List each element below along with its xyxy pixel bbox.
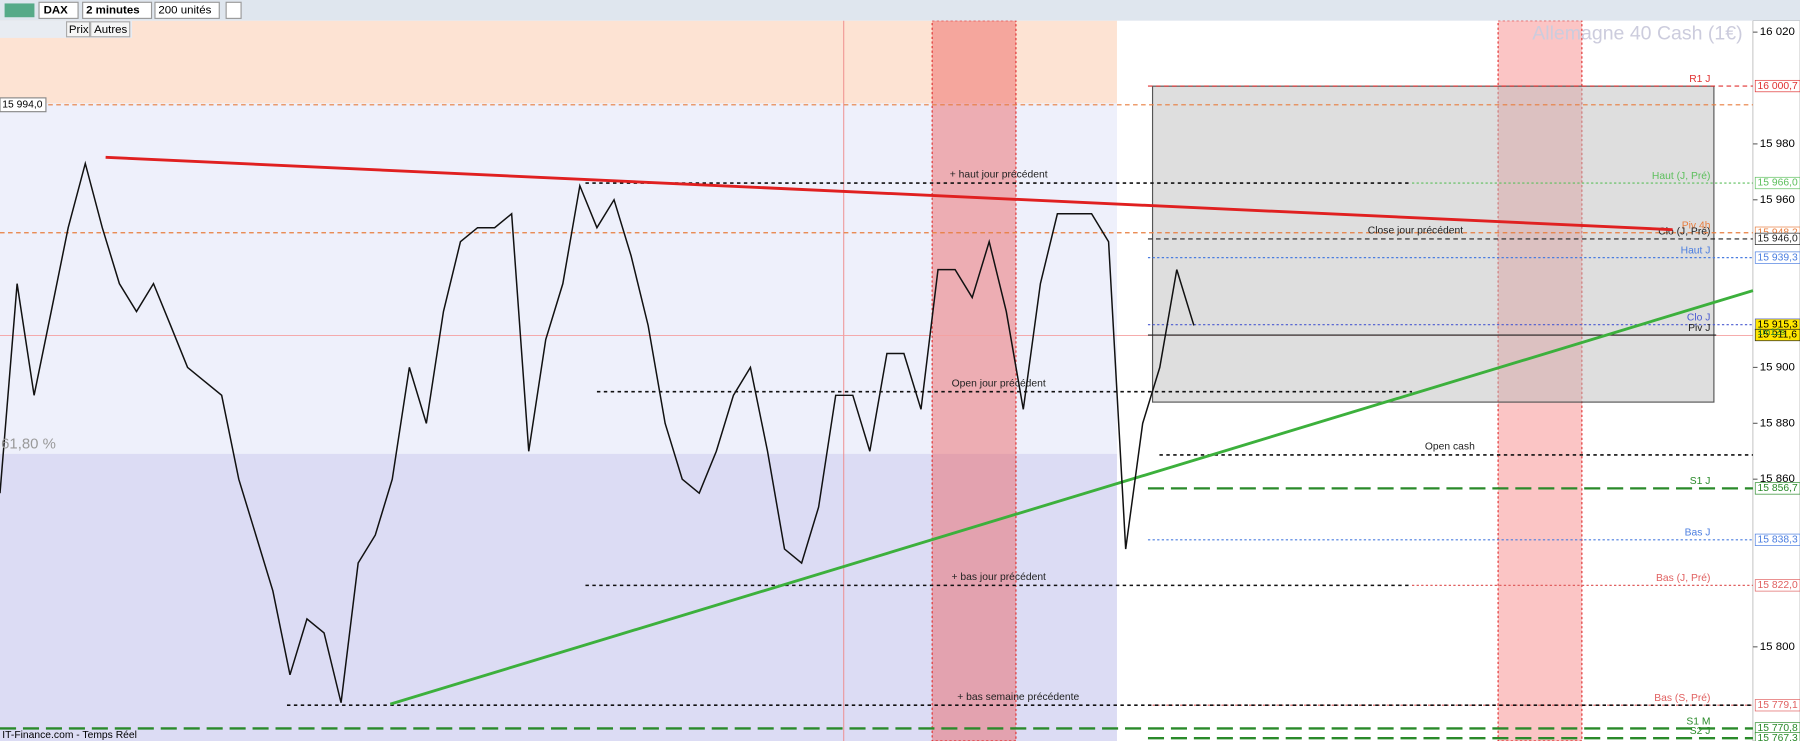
annotation: + bas jour précédent [952,572,1047,583]
level-label: Bas (S, Pré) [1654,693,1710,704]
y-tick-label: 15 800 [1760,641,1795,653]
annotation: + haut jour précédent [950,170,1048,181]
price-box [1754,79,1800,93]
cursor-label: 15 994,0 [2,100,42,111]
level-label: S1 M [1686,716,1710,727]
y-tick-label: 15 980 [1760,138,1795,150]
price-box [1754,533,1800,546]
price-box-label: 15 770,8 [1758,723,1798,734]
price-box [1754,251,1800,264]
annotation: Close jour précédent [1368,226,1463,237]
timer: 1m12s [1758,327,1786,337]
annotation: Open jour précédent [952,378,1046,389]
zone-top [0,20,1117,104]
y-tick-label: 15 860 [1760,473,1795,485]
price-box-label: 15 767,3 [1758,733,1798,741]
interval: 2 minutes [86,4,140,16]
chart-title: Allemagne 40 Cash (1€) [1532,23,1742,45]
level-label: S2 J [1690,726,1711,737]
cursor-box [0,97,47,113]
trendline [389,289,1754,706]
range-box [1151,85,1715,403]
y-axis [1752,20,1800,741]
price-box [1754,579,1800,592]
y-tick-label: 15 900 [1760,361,1795,373]
button[interactable] [90,21,131,38]
level-label: Clo J [1687,313,1711,324]
interval-select[interactable] [82,1,153,19]
button-label: Autres [94,24,127,36]
toolbar [0,0,1800,21]
units: 200 unités [158,4,211,16]
footer: IT-Finance.com - Temps Réel [2,730,137,741]
level-label: Piv J [1688,323,1710,334]
price-box-label: 15 822,0 [1758,580,1798,591]
info-button[interactable] [225,1,242,19]
level-label: Haut (J, Pré) [1652,171,1711,182]
price-box [1754,176,1800,190]
price-box [1754,732,1800,741]
level-label: Piv 4h [1682,221,1711,232]
fib-label: 61,80 % [1,436,56,453]
price-box-label: 15 911,6 [1758,330,1798,341]
price-box-label: 15 946,0 [1758,234,1798,245]
price-box [1754,482,1800,495]
price-box [1754,232,1800,245]
annotation: Open cash [1425,442,1475,453]
zone-fib [0,453,1117,741]
session-zone [931,20,1017,741]
price-box-label: 15 779,1 [1758,700,1798,711]
annotation: + bas semaine précédente [957,692,1079,703]
price-box [1754,328,1800,342]
level-label: Bas J [1685,528,1711,539]
level-label: R1 J [1689,74,1710,85]
y-tick-label: 15 960 [1760,194,1795,206]
y-tick-label: 16 020 [1760,26,1795,38]
y-tick-label: 15 880 [1760,417,1795,429]
symbol: DAX [44,4,69,16]
price-box-label: 15 966,0 [1758,178,1798,189]
level-label: S1 J [1690,476,1711,487]
price-box-label: 15 939,3 [1758,252,1798,263]
toolbar-icon[interactable] [4,3,35,18]
price-box-label: 16 000,7 [1758,81,1798,92]
price-line [0,160,1195,703]
trendline [105,155,1673,232]
price-box-label: 15 856,7 [1758,483,1798,494]
button-label: Prix [69,24,89,36]
level-label: Haut J [1681,245,1711,256]
level-label: Clo (J, Pré) [1658,227,1710,238]
price-box-label: 15 915,3 [1758,319,1798,330]
price-box-label: 15 838,3 [1758,535,1798,546]
button[interactable] [66,21,91,38]
units-select[interactable] [154,1,220,19]
level-label: Bas (J, Pré) [1656,573,1711,584]
symbol-select[interactable] [38,1,79,19]
price-box [1754,699,1800,712]
